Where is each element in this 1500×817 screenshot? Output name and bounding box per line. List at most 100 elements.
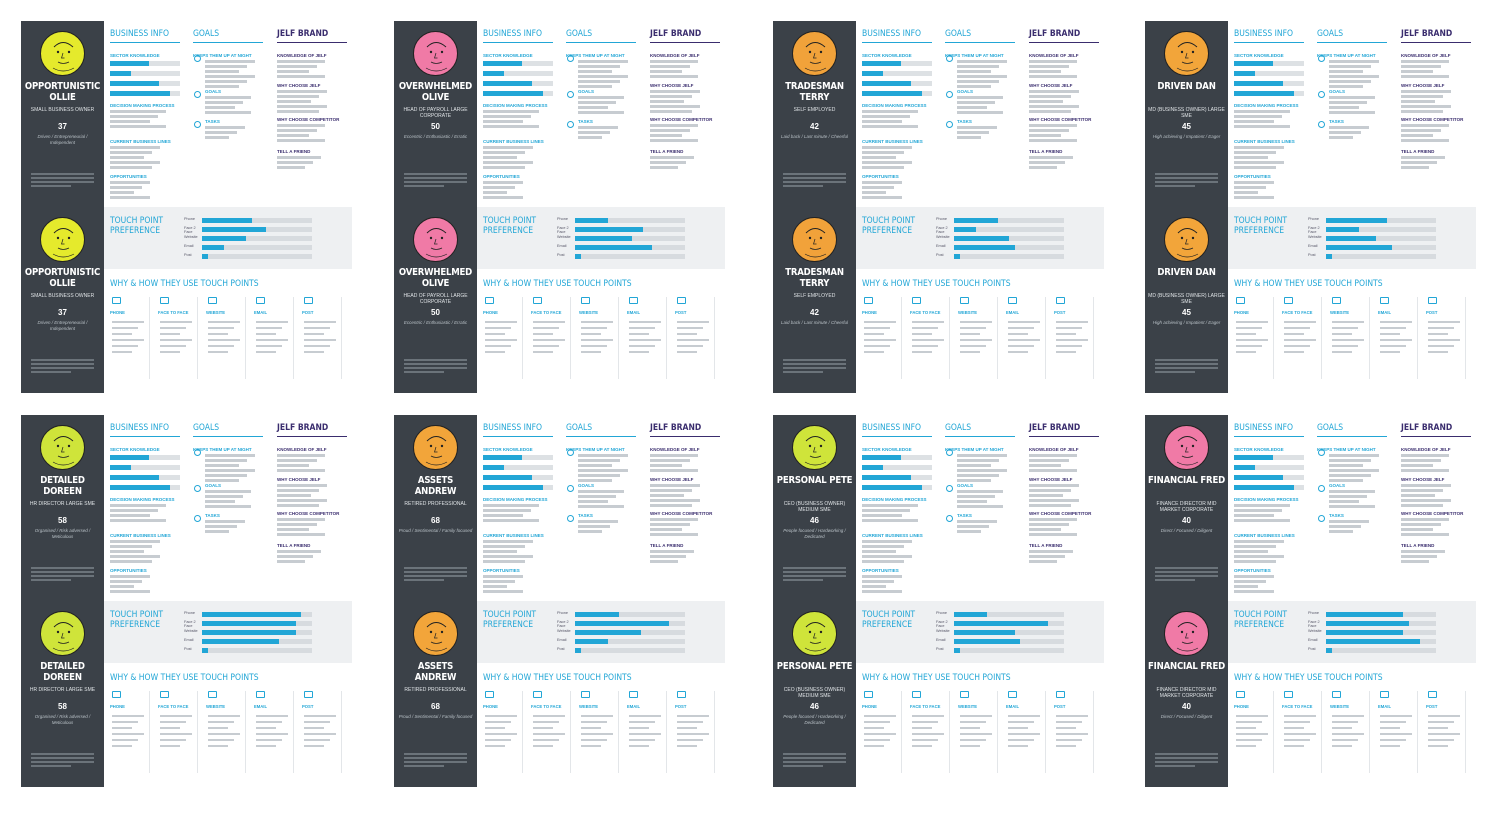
channel-icon	[533, 691, 542, 698]
knowledge-bar	[862, 485, 932, 490]
text-line	[483, 509, 531, 512]
text-line	[205, 106, 235, 109]
text-line	[629, 739, 655, 741]
current-lines-label: CURRENT BUSINESS LINES	[483, 139, 544, 144]
text-line	[629, 345, 655, 347]
text-line	[485, 715, 517, 717]
knowledge-bar	[1234, 61, 1304, 66]
channel-name: EMAIL	[254, 704, 268, 709]
text-line	[1401, 518, 1449, 521]
text-line	[483, 125, 539, 128]
text-line	[1029, 124, 1077, 127]
channel-icon	[1056, 691, 1065, 698]
text-line	[1029, 100, 1063, 103]
text-line	[650, 484, 700, 487]
text-line	[160, 715, 192, 717]
goals-heading: GOALS	[566, 423, 593, 433]
text-line	[483, 110, 539, 113]
persona-role: CEO (BUSINESS OWNER) MEDIUM SME	[783, 687, 846, 699]
current-lines-label: CURRENT BUSINESS LINES	[110, 139, 171, 144]
text-line	[957, 530, 981, 533]
business-info-heading: BUSINESS INFO	[110, 423, 170, 433]
text-line	[1380, 339, 1412, 341]
text-line	[912, 733, 944, 735]
persona-traits: Eccentric / Enthusiastic / Erratic	[403, 320, 468, 325]
touch-point-bar-fill	[1326, 648, 1332, 653]
touch-point-bar	[1326, 245, 1436, 250]
why-jelf-label: WHY CHOOSE JELF	[277, 477, 321, 482]
text-line	[1401, 550, 1445, 553]
channel-name: WEBSITE	[1330, 704, 1350, 709]
touch-point-bar-fill	[202, 227, 266, 232]
touch-point-channel: Post	[184, 647, 192, 651]
text-line	[1236, 745, 1256, 747]
text-line	[110, 125, 166, 128]
goal-icon	[1318, 121, 1325, 128]
knowledge-bar	[110, 61, 180, 66]
current-lines-label: CURRENT BUSINESS LINES	[110, 533, 171, 538]
touch-point-channel: Email	[936, 638, 946, 642]
text-line	[957, 101, 995, 104]
quote-line	[31, 765, 71, 767]
touch-point-channel: Email	[184, 244, 194, 248]
touch-point-bar	[202, 227, 312, 232]
channel-name: EMAIL	[627, 310, 641, 315]
tell-friend-label: TELL A FRIEND	[1401, 543, 1435, 548]
text-line	[912, 339, 944, 341]
text-line	[862, 575, 902, 578]
touch-point-bar-fill	[575, 254, 581, 259]
knowledge-bar	[483, 71, 553, 76]
text-line	[1401, 454, 1449, 457]
touch-point-bar-fill	[954, 218, 998, 223]
text-line	[208, 333, 228, 335]
text-line	[205, 469, 255, 472]
goal-icon	[567, 91, 574, 98]
text-line	[110, 181, 150, 184]
knowledge-bar-fill	[110, 465, 131, 470]
channel-column: EMAIL	[254, 297, 294, 379]
text-line	[208, 745, 228, 747]
persona-age: 37	[58, 308, 67, 317]
channel-icon	[1380, 691, 1389, 698]
text-line	[957, 459, 999, 462]
channel-name: POST	[1426, 310, 1438, 315]
text-line	[1428, 351, 1448, 353]
touch-point-bar	[202, 218, 312, 223]
text-line	[1029, 454, 1077, 457]
quote-line	[1155, 367, 1218, 369]
text-line	[629, 321, 661, 323]
touch-point-panel: TOUCH POINT PREFERENCE Phone Face 2 Face We…	[1228, 601, 1476, 663]
text-line	[485, 339, 517, 341]
touch-point-bar-fill	[954, 648, 960, 653]
text-line	[1284, 345, 1310, 347]
opportunities-label: OPPORTUNITIES	[110, 568, 147, 573]
channel-name: WEBSITE	[206, 704, 226, 709]
text-line	[1380, 351, 1400, 353]
text-line	[957, 464, 991, 467]
persona-traits: Driven / Entrepreneurial / Independent	[37, 320, 88, 331]
text-line	[205, 60, 255, 63]
text-line	[205, 85, 239, 88]
quote-line	[783, 371, 823, 373]
text-line	[650, 95, 692, 98]
text-line	[957, 505, 1003, 508]
brand-heading: JELF BRAND	[650, 29, 702, 39]
persona-avatar-icon	[792, 425, 837, 470]
text-line	[864, 321, 896, 323]
text-line	[1332, 739, 1358, 741]
persona-name: FINANCIAL FRED	[1148, 475, 1225, 486]
text-line	[483, 504, 539, 507]
touch-point-bar	[202, 630, 312, 635]
text-line	[912, 321, 944, 323]
text-line	[1401, 129, 1441, 132]
why-competitor-label: WHY CHOOSE COMPETITOR	[277, 117, 340, 122]
text-line	[1029, 464, 1061, 467]
persona-summary: ASSETS ANDREW RETIRED PROFESSIONAL 68 Proud…	[394, 415, 477, 601]
text-line	[483, 191, 507, 194]
persona-traits: High achieving / Impatient / Eager	[1152, 320, 1221, 325]
text-line	[957, 525, 989, 528]
goal-icon	[1318, 485, 1325, 492]
quote-line	[31, 757, 94, 759]
channel-column: PHONE	[1234, 691, 1274, 773]
text-line	[110, 504, 166, 507]
